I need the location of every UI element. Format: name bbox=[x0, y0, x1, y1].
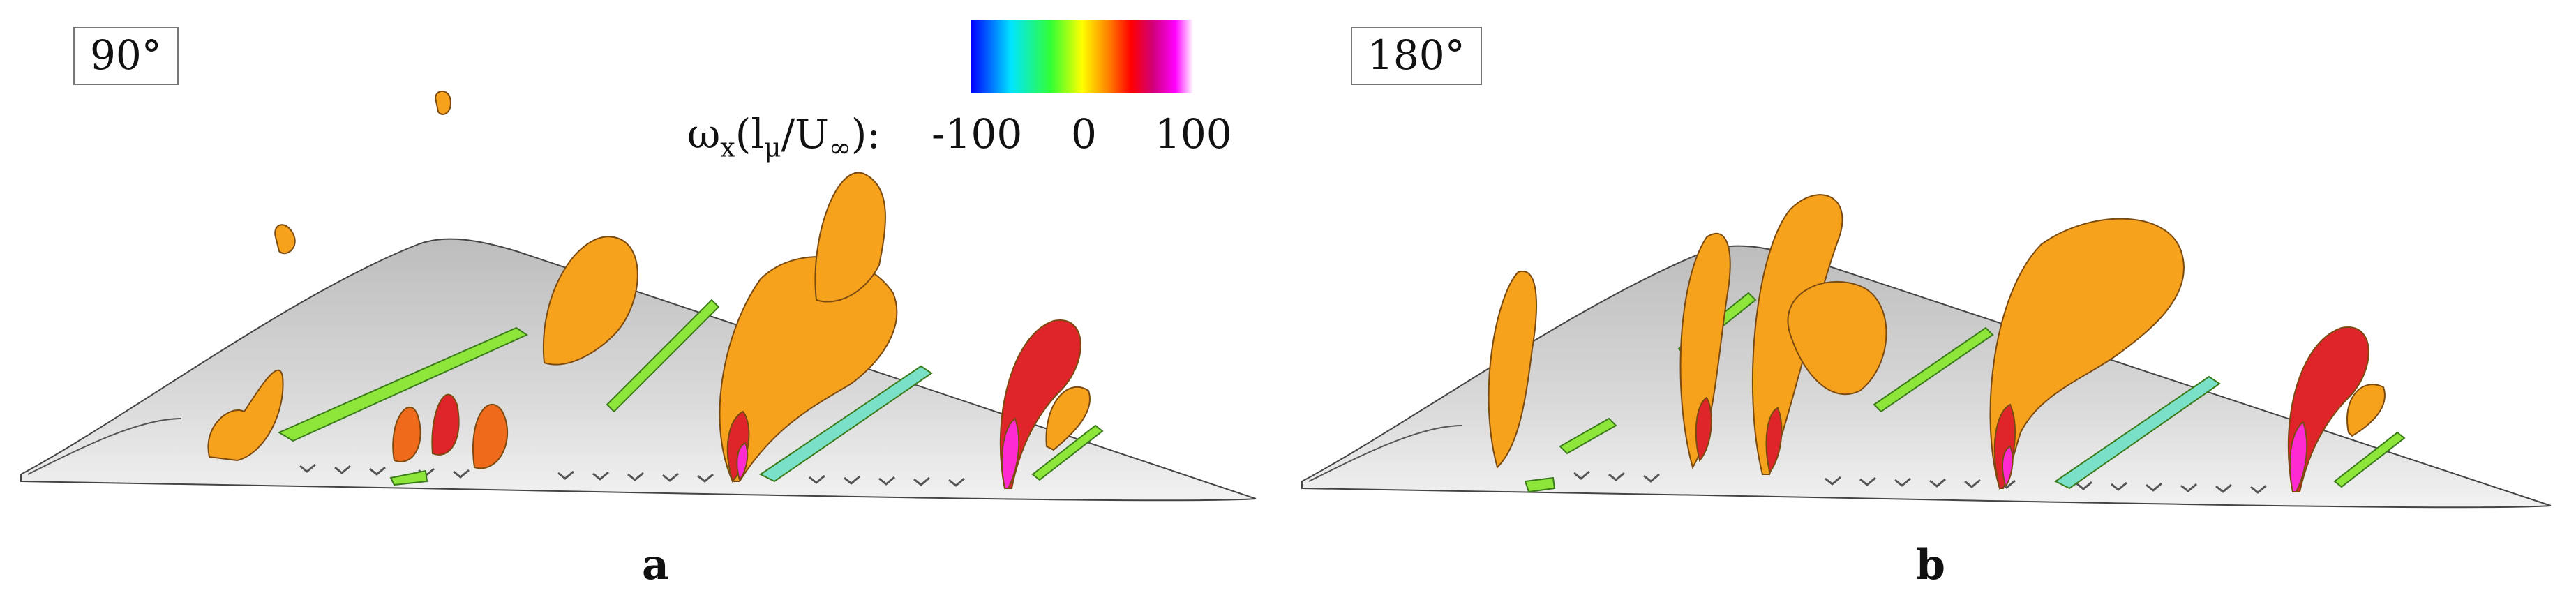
vortex-scene-a bbox=[20, 91, 1257, 502]
positive-vorticity-isosurfaces bbox=[1488, 194, 2386, 492]
angle-label-box-b: 180° bbox=[1351, 27, 1482, 85]
colorbar-variable-label: ωx(lμ/U∞): bbox=[687, 110, 881, 163]
panel-b: 180° b bbox=[1288, 0, 2576, 602]
colorbar-tick-zero: 0 bbox=[1071, 110, 1097, 158]
colorbar-tick-min: -100 bbox=[931, 110, 1023, 158]
angle-label-a: 90° bbox=[90, 31, 162, 79]
panel-letter-b: b bbox=[1916, 541, 1945, 589]
wing-leading-edge-line bbox=[1308, 425, 1463, 482]
angle-label-box-a: 90° bbox=[73, 27, 179, 85]
wing-leading-edge-line bbox=[27, 418, 182, 475]
panel-letter-a: a bbox=[642, 541, 669, 589]
negative-vorticity-sheets bbox=[277, 299, 1104, 486]
delta-wing-surface bbox=[20, 238, 1257, 502]
negative-vorticity-sheets bbox=[1524, 292, 2406, 493]
colorbar-tick-max: 100 bbox=[1155, 110, 1232, 158]
colorbar-gradient bbox=[971, 20, 1193, 93]
angle-label-b: 180° bbox=[1368, 31, 1465, 79]
vortex-scene-b bbox=[1301, 194, 2552, 509]
actuator-slots bbox=[299, 463, 965, 487]
actuator-slots bbox=[1573, 470, 2267, 494]
panel-a: 90° a ωx(lμ/U∞): -10 bbox=[20, 20, 1257, 589]
positive-vorticity-isosurfaces bbox=[207, 91, 1091, 489]
